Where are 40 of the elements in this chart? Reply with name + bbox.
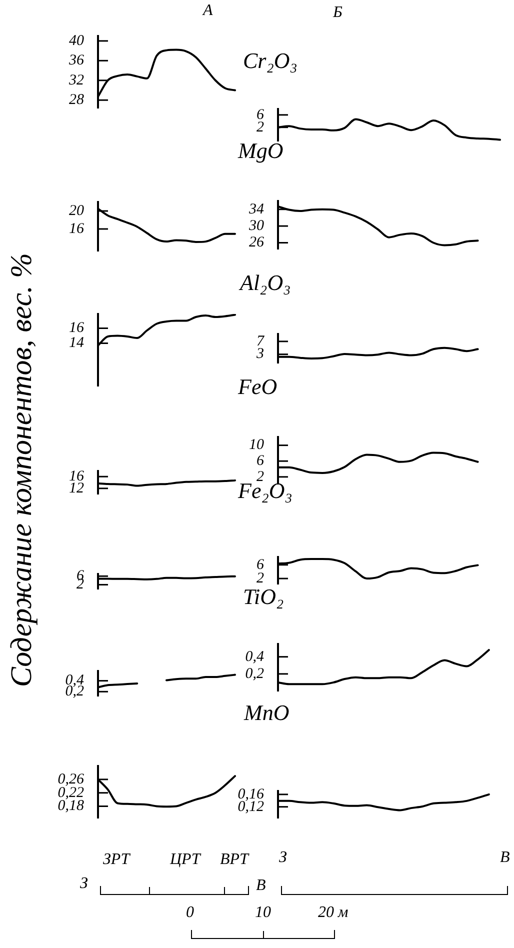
chart-title: MgO: [238, 138, 284, 163]
text: ЗРТ: [103, 851, 130, 868]
y-tick-label: 0,4: [245, 648, 264, 665]
chart-title: Cr₂O₃: [243, 48, 298, 73]
y-axis-title: Содержание компонентов, вес. %: [5, 252, 38, 688]
y-tick-label: 40: [69, 32, 84, 49]
y-tick-label: 32: [68, 72, 84, 88]
text: ЦРТ: [170, 851, 200, 868]
chart-title: Al₂O₃: [240, 270, 291, 295]
y-tick-label: 34: [248, 201, 264, 218]
y-tick-label: 0,18: [58, 798, 84, 814]
chart-title: TiO₂: [243, 584, 284, 609]
y-tick-label: 20: [69, 202, 84, 219]
y-tick-label: 28: [69, 92, 84, 108]
y-tick-label: 14: [69, 335, 84, 352]
text: Б: [333, 4, 342, 21]
text: 20 м: [318, 904, 348, 921]
y-tick-label: 36: [68, 52, 84, 69]
chart-title: MnO: [244, 700, 290, 725]
y-tick-label: 0,2: [245, 666, 264, 682]
y-tick-label: 10: [249, 437, 264, 454]
y-tick-label: 12: [69, 480, 84, 496]
y-tick-label: 16: [69, 320, 84, 336]
y-tick-label: 26: [249, 234, 264, 251]
y-tick-label: 6: [256, 453, 264, 470]
text: В: [256, 877, 266, 894]
y-tick-label: 0,26: [58, 771, 84, 788]
y-tick-label: 0,22: [58, 784, 84, 801]
text: 0: [186, 904, 194, 921]
y-tick-label: 0,16: [238, 786, 264, 802]
text: З: [80, 875, 88, 892]
y-tick-label: 16: [69, 220, 84, 237]
y-tick-label: 6: [256, 556, 264, 573]
chart-title: FeO: [238, 374, 278, 399]
y-tick-label: 30: [248, 218, 264, 234]
text: В: [500, 849, 510, 866]
text: А: [203, 2, 213, 19]
text: З: [279, 849, 287, 866]
y-tick-label: 2: [256, 570, 264, 586]
text: ВРТ: [220, 851, 248, 868]
